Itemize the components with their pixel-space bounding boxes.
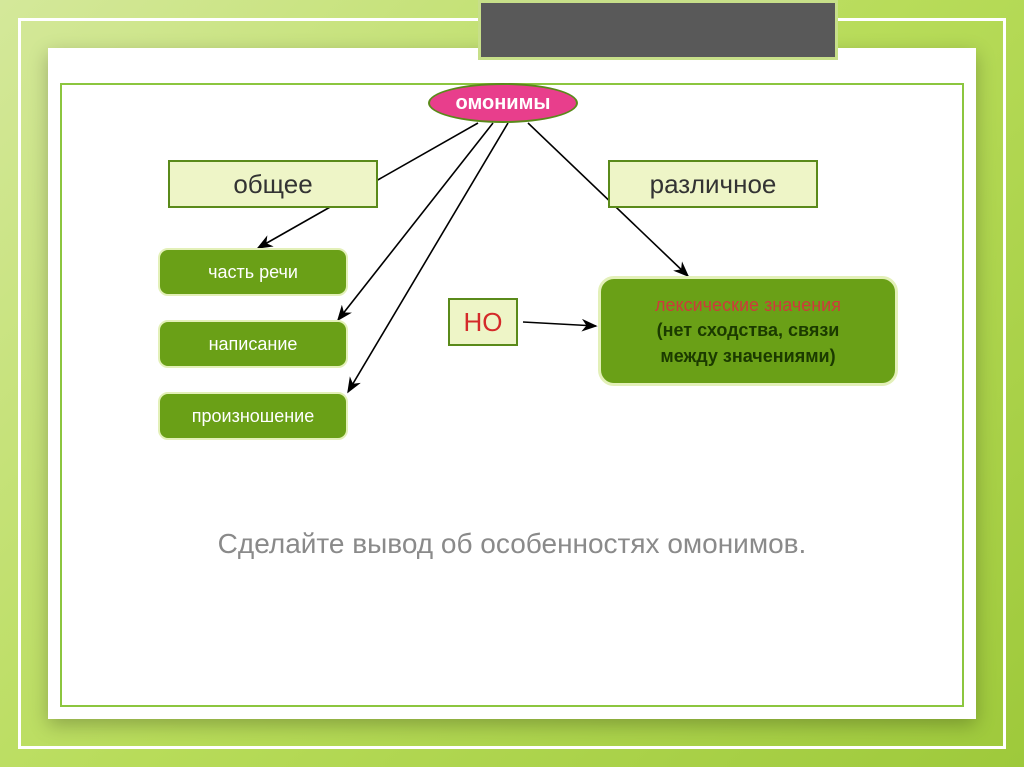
header-left: общее: [168, 160, 378, 208]
caption-text: Сделайте вывод об особенностях омонимов.: [218, 528, 807, 559]
header-left-label: общее: [233, 169, 312, 200]
left-item-1-label: написание: [209, 334, 298, 355]
right-line3: между значениями: [660, 346, 829, 366]
right-line2-wrap: (нет сходства, связи: [657, 318, 840, 343]
left-item-2: произношение: [158, 392, 348, 440]
but-box: НО: [448, 298, 518, 346]
right-line3-suffix: ): [830, 346, 836, 366]
left-item-1: написание: [158, 320, 348, 368]
right-line2: нет сходства, связи: [663, 320, 840, 340]
accent-bar: [478, 0, 838, 60]
left-item-0-label: часть речи: [208, 262, 298, 283]
right-line3-wrap: между значениями): [660, 344, 835, 369]
slide: омонимы общее различное часть речи напис…: [48, 48, 976, 719]
left-item-2-label: произношение: [192, 406, 314, 427]
root-node: омонимы: [428, 83, 578, 123]
left-item-0: часть речи: [158, 248, 348, 296]
header-right: различное: [608, 160, 818, 208]
right-line1: лексические значения: [655, 293, 841, 318]
header-right-label: различное: [650, 169, 777, 200]
root-label: омонимы: [456, 92, 551, 115]
right-block: лексические значения (нет сходства, связ…: [598, 276, 898, 386]
but-label: НО: [464, 307, 503, 338]
caption: Сделайте вывод об особенностях омонимов.: [48, 528, 976, 560]
